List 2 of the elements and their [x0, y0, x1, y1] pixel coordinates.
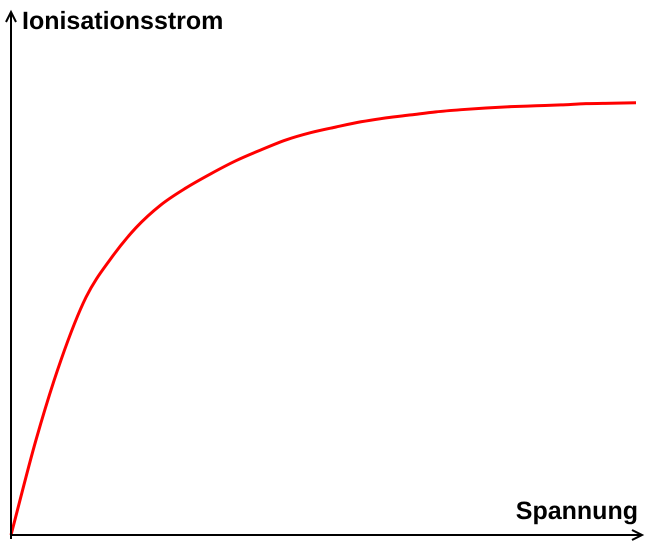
y-axis-title: Ionisationsstrom: [22, 6, 224, 35]
x-axis-title: Spannung: [516, 496, 638, 525]
